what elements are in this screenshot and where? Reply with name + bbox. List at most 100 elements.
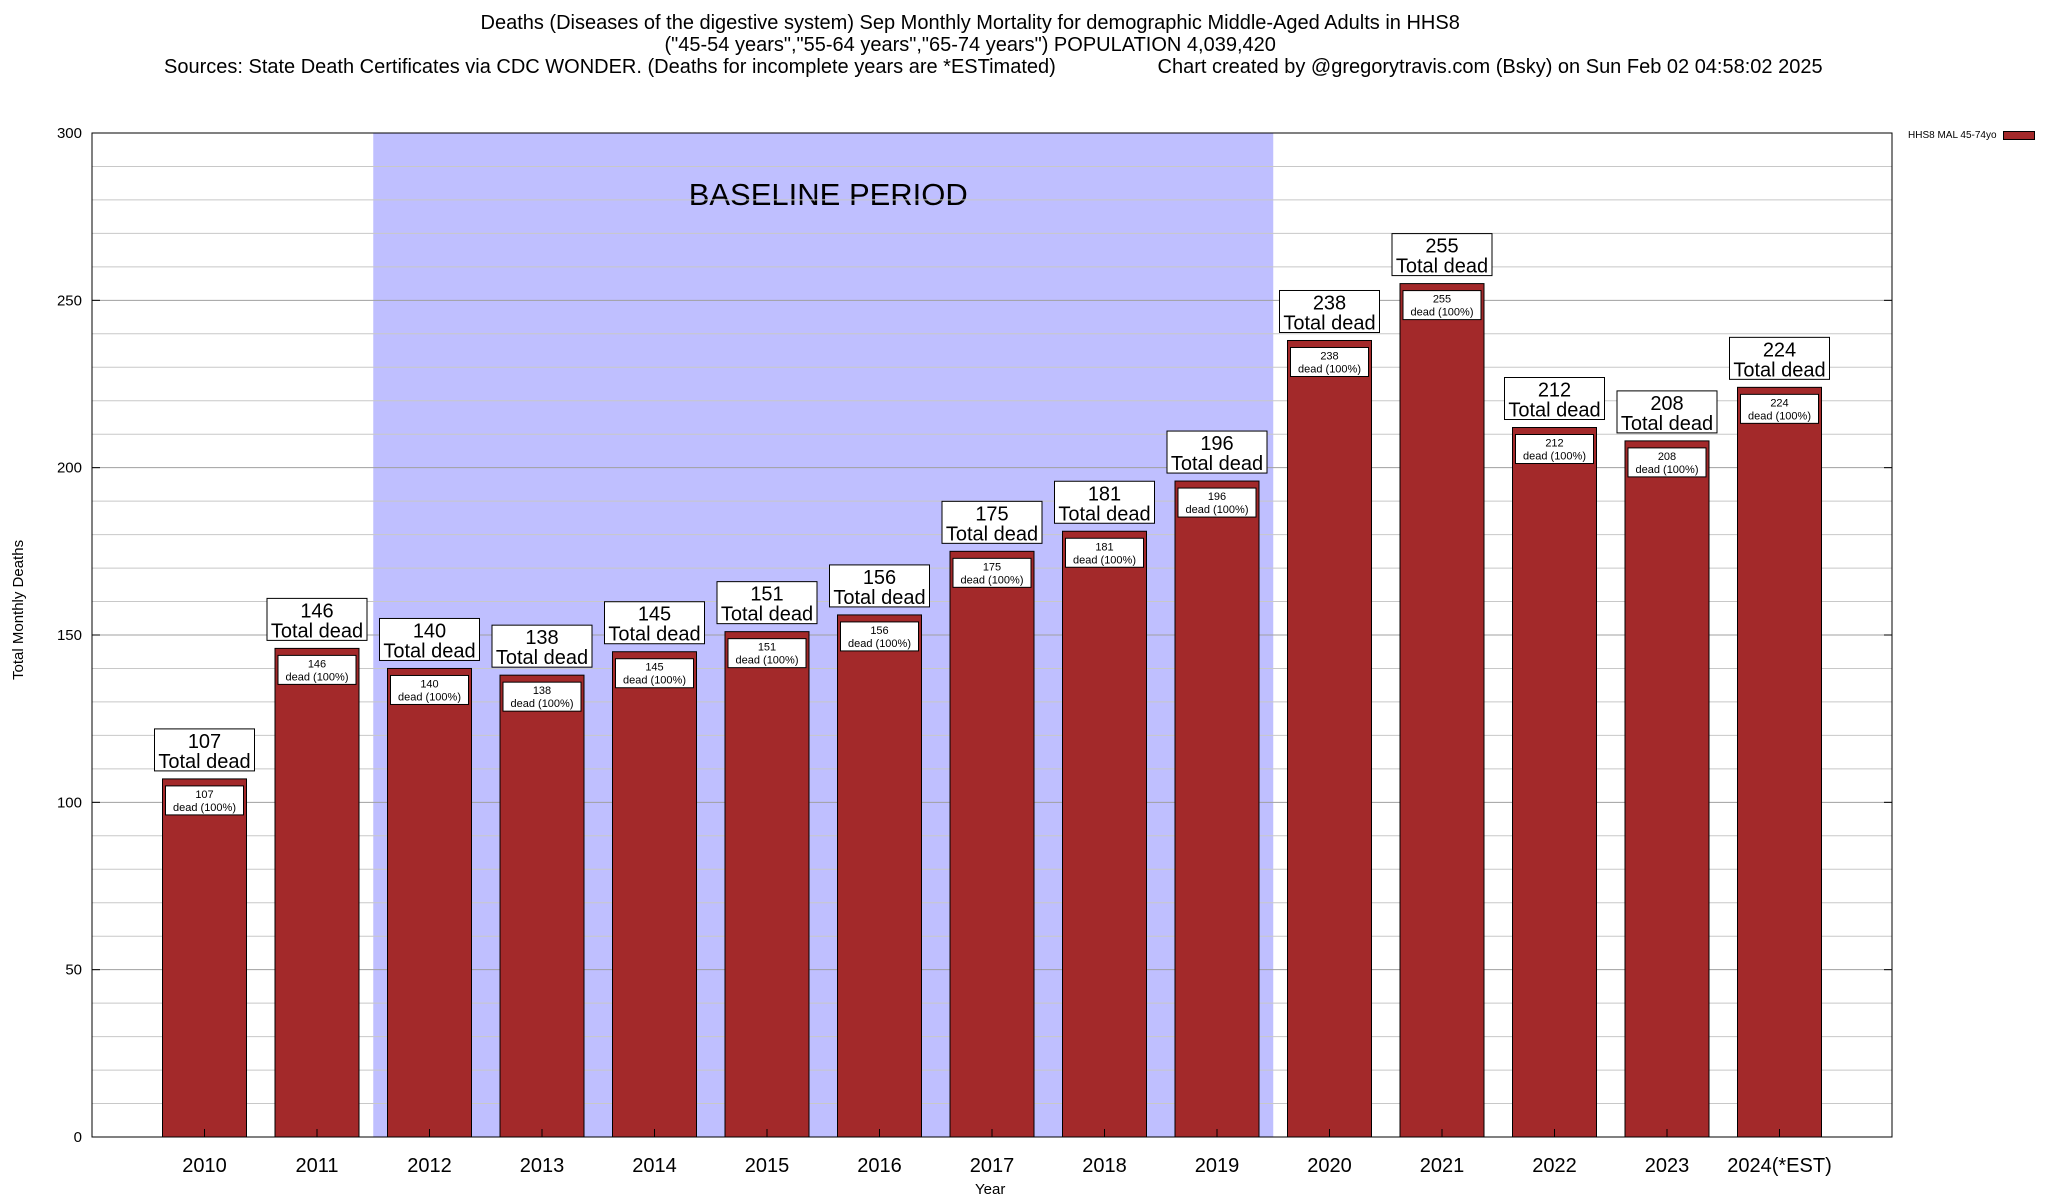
y-axis-label: Total Monthly Deaths (10, 539, 27, 680)
bar-total-label-box (1616, 390, 1718, 434)
bar (1062, 530, 1147, 1138)
bar-inner-label: dead (100%) (1073, 554, 1136, 566)
y-tick-label: 0 (74, 1129, 82, 1146)
bar-total-value: 140 (413, 620, 446, 642)
bar-inner-value: 107 (195, 789, 213, 801)
y-tick-label: 300 (57, 125, 82, 142)
x-tick-label: 2015 (745, 1155, 790, 1177)
bar-inner-value: 175 (983, 561, 1001, 573)
bar-inner-label-box (1627, 447, 1707, 478)
chart-title: Deaths (Diseases of the digestive system… (480, 12, 1460, 34)
bar-total-value: 138 (525, 627, 558, 649)
bar-total-value: 196 (1200, 433, 1233, 455)
bar-total-label-box (1166, 430, 1268, 474)
bar-total-label: Total dead (383, 640, 475, 662)
bar-inner-label-box (1065, 537, 1144, 568)
bar-total-value: 208 (1650, 393, 1683, 415)
x-tick-label: 2022 (1532, 1155, 1577, 1177)
bar (612, 651, 697, 1138)
bar-inner-value: 156 (870, 625, 888, 637)
bar-total-label: Total dead (1058, 503, 1150, 525)
bar-total-label: Total dead (1733, 359, 1825, 381)
bar-total-value: 255 (1425, 236, 1458, 258)
chart-legend: HHS8 MAL 45-74yo (1908, 130, 2035, 141)
bar-inner-label: dead (100%) (1411, 307, 1474, 319)
bar-inner-label-box (1515, 434, 1594, 465)
bar (1737, 386, 1822, 1138)
bar-inner-label-box (1740, 393, 1819, 424)
bar-total-label: Total dead (496, 647, 588, 669)
bar-inner-label: dead (100%) (623, 675, 686, 687)
bar-inner-label: dead (100%) (286, 671, 349, 683)
bar-inner-label-box (615, 658, 694, 689)
bar-inner-label-box (727, 638, 807, 669)
chart-subtitle: ("45-54 years","55-64 years","65-74 year… (664, 34, 1276, 56)
bar-inner-value: 140 (420, 678, 438, 690)
bar (1624, 440, 1710, 1138)
x-tick-label: 2021 (1420, 1155, 1465, 1177)
y-tick-label: 150 (57, 627, 82, 644)
bar-total-value: 212 (1538, 380, 1571, 402)
bar-total-value: 107 (188, 731, 221, 753)
bar-total-label-box (604, 601, 705, 645)
bar (274, 647, 360, 1138)
bar (1399, 283, 1485, 1138)
chart-credit-note: Chart created by @gregorytravis.com (Bsk… (1157, 56, 1823, 78)
y-tick-label: 100 (57, 794, 82, 811)
bar-inner-label-box (502, 681, 582, 712)
chart-source-note: Sources: State Death Certificates via CD… (164, 56, 1056, 78)
bar-inner-label-box (390, 674, 469, 705)
bar-inner-value: 238 (1320, 350, 1338, 362)
bar-inner-label-box (1402, 290, 1482, 321)
bar-inner-label-box (1177, 487, 1257, 518)
bar-inner-label: dead (100%) (1636, 464, 1699, 476)
x-tick-label: 2018 (1082, 1155, 1127, 1177)
bar-inner-value: 224 (1770, 397, 1788, 409)
bar-total-value: 181 (1088, 483, 1121, 505)
bar (724, 631, 810, 1138)
bar-total-label-box (491, 624, 593, 668)
bar-total-value: 238 (1313, 292, 1346, 314)
bar-total-value: 156 (863, 567, 896, 589)
bar-total-label: Total dead (1508, 400, 1600, 422)
x-tick-label: 2023 (1645, 1155, 1690, 1177)
bar-inner-value: 151 (758, 642, 776, 654)
bar-total-label: Total dead (608, 624, 700, 646)
bar-total-label-box (379, 617, 480, 661)
bar-inner-value: 181 (1095, 541, 1113, 553)
bar-total-label-box (1279, 289, 1380, 333)
bar-total-label: Total dead (158, 751, 250, 773)
bar-total-label-box (1391, 233, 1493, 277)
legend-entry-label: HHS8 MAL 45-74yo (1908, 130, 1997, 141)
bar-inner-label-box (165, 785, 244, 816)
bar (1512, 427, 1597, 1138)
x-tick-label: 2024(*EST) (1727, 1155, 1832, 1177)
bar-inner-label: dead (100%) (961, 574, 1024, 586)
bar-total-label: Total dead (1621, 413, 1713, 435)
bar-inner-value: 145 (645, 662, 663, 674)
x-tick-label: 2014 (632, 1155, 677, 1177)
bar-inner-label: dead (100%) (1523, 451, 1586, 463)
bar-inner-label-box (952, 557, 1032, 588)
bar (1287, 339, 1372, 1138)
bar-inner-label: dead (100%) (1748, 410, 1811, 422)
y-tick-label: 200 (57, 460, 82, 477)
bar-inner-label: dead (100%) (1298, 363, 1361, 375)
bar (387, 667, 472, 1138)
bar-inner-value: 196 (1208, 491, 1226, 503)
x-tick-label: 2016 (857, 1155, 902, 1177)
bar-inner-label: dead (100%) (848, 638, 911, 650)
bar-total-value: 175 (975, 503, 1008, 525)
bar-inner-value: 138 (533, 685, 551, 697)
x-tick-label: 2019 (1195, 1155, 1240, 1177)
bar-inner-value: 212 (1545, 438, 1563, 450)
bar-total-label: Total dead (1283, 312, 1375, 334)
bar-total-value: 151 (750, 584, 783, 606)
bar-total-label-box (941, 500, 1043, 544)
bar (949, 550, 1035, 1138)
bar (162, 778, 247, 1138)
legend-swatch (2002, 131, 2035, 140)
bar (837, 614, 922, 1138)
x-axis-label: Year (975, 1181, 1006, 1198)
bar-total-label-box (266, 597, 368, 641)
